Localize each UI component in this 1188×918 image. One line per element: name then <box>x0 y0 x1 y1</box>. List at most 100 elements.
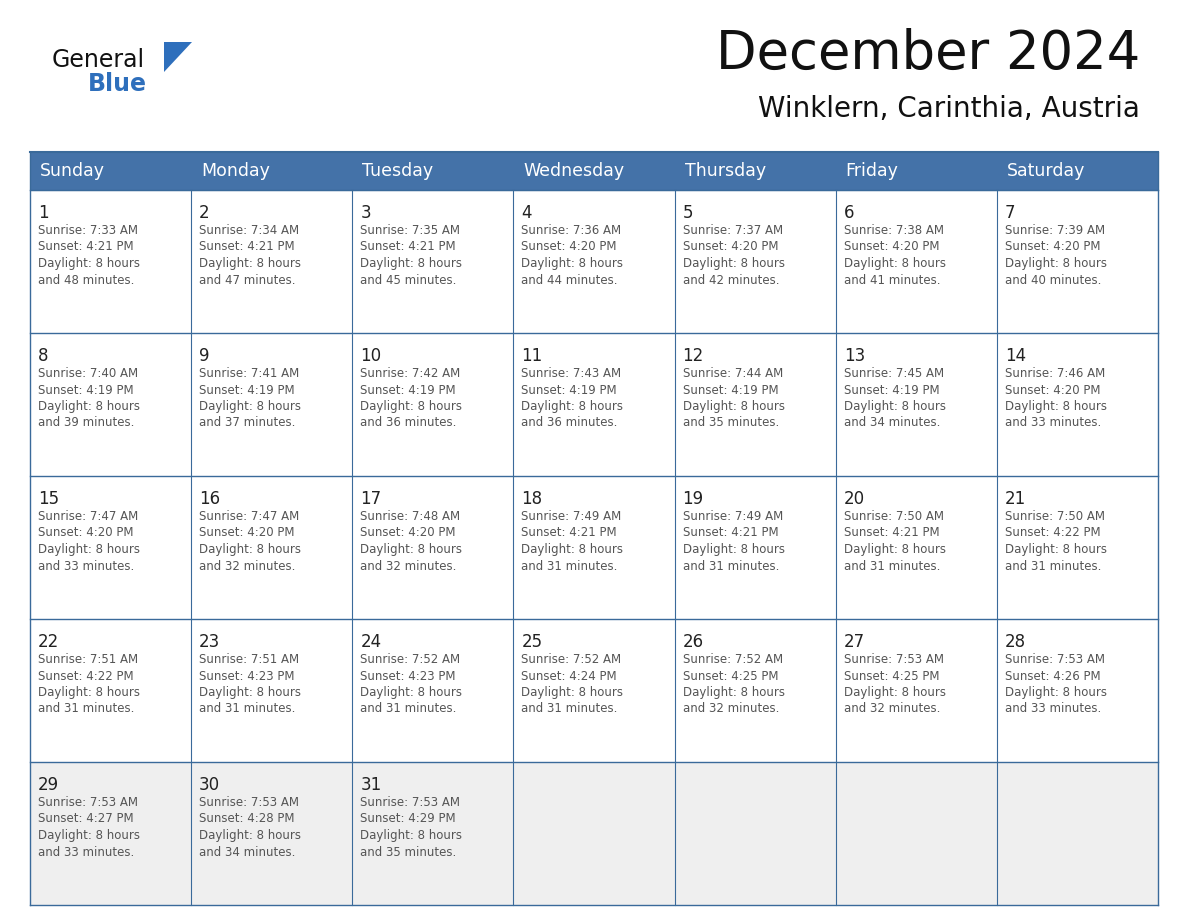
Text: 22: 22 <box>38 633 59 651</box>
Text: Wednesday: Wednesday <box>524 162 625 180</box>
Text: 13: 13 <box>843 347 865 365</box>
Text: Sunrise: 7:53 AM: Sunrise: 7:53 AM <box>38 796 138 809</box>
Text: and 42 minutes.: and 42 minutes. <box>683 274 779 286</box>
Text: Daylight: 8 hours: Daylight: 8 hours <box>843 686 946 699</box>
Text: and 32 minutes.: and 32 minutes. <box>360 559 456 573</box>
Text: Daylight: 8 hours: Daylight: 8 hours <box>360 400 462 413</box>
Text: Sunrise: 7:42 AM: Sunrise: 7:42 AM <box>360 367 461 380</box>
Text: 28: 28 <box>1005 633 1026 651</box>
Text: Sunset: 4:24 PM: Sunset: 4:24 PM <box>522 669 617 682</box>
Text: Sunrise: 7:52 AM: Sunrise: 7:52 AM <box>522 653 621 666</box>
Text: Daylight: 8 hours: Daylight: 8 hours <box>360 543 462 556</box>
Text: Daylight: 8 hours: Daylight: 8 hours <box>683 400 784 413</box>
Text: Saturday: Saturday <box>1007 162 1085 180</box>
Text: 2: 2 <box>200 204 210 222</box>
Text: Daylight: 8 hours: Daylight: 8 hours <box>683 686 784 699</box>
Text: Daylight: 8 hours: Daylight: 8 hours <box>522 543 624 556</box>
Text: Sunset: 4:22 PM: Sunset: 4:22 PM <box>1005 527 1100 540</box>
Text: Sunset: 4:20 PM: Sunset: 4:20 PM <box>843 241 940 253</box>
Text: Sunset: 4:26 PM: Sunset: 4:26 PM <box>1005 669 1100 682</box>
Text: Sunset: 4:27 PM: Sunset: 4:27 PM <box>38 812 133 825</box>
Text: Daylight: 8 hours: Daylight: 8 hours <box>360 686 462 699</box>
Text: 25: 25 <box>522 633 543 651</box>
Bar <box>30 152 1158 190</box>
Text: Sunset: 4:20 PM: Sunset: 4:20 PM <box>200 527 295 540</box>
Text: and 44 minutes.: and 44 minutes. <box>522 274 618 286</box>
Text: 10: 10 <box>360 347 381 365</box>
Text: Daylight: 8 hours: Daylight: 8 hours <box>683 543 784 556</box>
Text: Daylight: 8 hours: Daylight: 8 hours <box>843 543 946 556</box>
Text: Daylight: 8 hours: Daylight: 8 hours <box>683 257 784 270</box>
Text: and 35 minutes.: and 35 minutes. <box>360 845 456 858</box>
Text: Sunset: 4:21 PM: Sunset: 4:21 PM <box>360 241 456 253</box>
Text: Daylight: 8 hours: Daylight: 8 hours <box>1005 257 1107 270</box>
Text: December 2024: December 2024 <box>715 28 1140 80</box>
Text: Sunset: 4:25 PM: Sunset: 4:25 PM <box>683 669 778 682</box>
Text: and 31 minutes.: and 31 minutes. <box>843 559 940 573</box>
Text: Sunset: 4:19 PM: Sunset: 4:19 PM <box>360 384 456 397</box>
Text: Daylight: 8 hours: Daylight: 8 hours <box>522 257 624 270</box>
Text: and 31 minutes.: and 31 minutes. <box>200 702 296 715</box>
Text: Sunset: 4:21 PM: Sunset: 4:21 PM <box>522 527 617 540</box>
Text: Sunrise: 7:53 AM: Sunrise: 7:53 AM <box>843 653 943 666</box>
Text: Sunset: 4:19 PM: Sunset: 4:19 PM <box>522 384 617 397</box>
Text: Daylight: 8 hours: Daylight: 8 hours <box>1005 400 1107 413</box>
Text: and 41 minutes.: and 41 minutes. <box>843 274 940 286</box>
Text: 17: 17 <box>360 490 381 508</box>
Text: Monday: Monday <box>201 162 270 180</box>
Text: Sunrise: 7:40 AM: Sunrise: 7:40 AM <box>38 367 138 380</box>
Text: 18: 18 <box>522 490 543 508</box>
Text: Sunrise: 7:49 AM: Sunrise: 7:49 AM <box>522 510 621 523</box>
Text: Sunset: 4:23 PM: Sunset: 4:23 PM <box>200 669 295 682</box>
Text: and 31 minutes.: and 31 minutes. <box>522 559 618 573</box>
Text: Sunrise: 7:50 AM: Sunrise: 7:50 AM <box>1005 510 1105 523</box>
Text: Sunrise: 7:46 AM: Sunrise: 7:46 AM <box>1005 367 1105 380</box>
Text: Sunrise: 7:33 AM: Sunrise: 7:33 AM <box>38 224 138 237</box>
Text: 5: 5 <box>683 204 693 222</box>
Text: 26: 26 <box>683 633 703 651</box>
Text: 29: 29 <box>38 776 59 794</box>
Polygon shape <box>164 42 192 72</box>
Text: Winklern, Carinthia, Austria: Winklern, Carinthia, Austria <box>758 95 1140 123</box>
Bar <box>30 619 1158 762</box>
Text: and 35 minutes.: and 35 minutes. <box>683 417 779 430</box>
Text: and 48 minutes.: and 48 minutes. <box>38 274 134 286</box>
Text: Sunrise: 7:39 AM: Sunrise: 7:39 AM <box>1005 224 1105 237</box>
Text: Sunrise: 7:47 AM: Sunrise: 7:47 AM <box>38 510 138 523</box>
Text: Sunrise: 7:37 AM: Sunrise: 7:37 AM <box>683 224 783 237</box>
Text: Sunrise: 7:36 AM: Sunrise: 7:36 AM <box>522 224 621 237</box>
Text: Sunrise: 7:51 AM: Sunrise: 7:51 AM <box>200 653 299 666</box>
Text: and 33 minutes.: and 33 minutes. <box>38 845 134 858</box>
Text: Daylight: 8 hours: Daylight: 8 hours <box>360 257 462 270</box>
Text: Daylight: 8 hours: Daylight: 8 hours <box>200 543 301 556</box>
Text: Daylight: 8 hours: Daylight: 8 hours <box>200 257 301 270</box>
Text: Daylight: 8 hours: Daylight: 8 hours <box>1005 686 1107 699</box>
Text: 11: 11 <box>522 347 543 365</box>
Text: 20: 20 <box>843 490 865 508</box>
Text: Sunrise: 7:43 AM: Sunrise: 7:43 AM <box>522 367 621 380</box>
Text: Sunset: 4:21 PM: Sunset: 4:21 PM <box>200 241 295 253</box>
Text: and 33 minutes.: and 33 minutes. <box>1005 702 1101 715</box>
Text: 12: 12 <box>683 347 703 365</box>
Text: Sunset: 4:20 PM: Sunset: 4:20 PM <box>360 527 456 540</box>
Text: Daylight: 8 hours: Daylight: 8 hours <box>1005 543 1107 556</box>
Text: and 32 minutes.: and 32 minutes. <box>843 702 940 715</box>
Text: Sunrise: 7:48 AM: Sunrise: 7:48 AM <box>360 510 461 523</box>
Text: Sunrise: 7:41 AM: Sunrise: 7:41 AM <box>200 367 299 380</box>
Text: Daylight: 8 hours: Daylight: 8 hours <box>38 543 140 556</box>
Text: 24: 24 <box>360 633 381 651</box>
Text: 16: 16 <box>200 490 220 508</box>
Text: 7: 7 <box>1005 204 1016 222</box>
Text: and 33 minutes.: and 33 minutes. <box>38 559 134 573</box>
Text: 4: 4 <box>522 204 532 222</box>
Text: Daylight: 8 hours: Daylight: 8 hours <box>38 686 140 699</box>
Text: and 31 minutes.: and 31 minutes. <box>683 559 779 573</box>
Text: and 36 minutes.: and 36 minutes. <box>522 417 618 430</box>
Text: 3: 3 <box>360 204 371 222</box>
Text: Friday: Friday <box>846 162 898 180</box>
Text: 8: 8 <box>38 347 49 365</box>
Text: Sunset: 4:20 PM: Sunset: 4:20 PM <box>1005 241 1100 253</box>
Text: Thursday: Thursday <box>684 162 766 180</box>
Text: Sunrise: 7:38 AM: Sunrise: 7:38 AM <box>843 224 943 237</box>
Text: Sunrise: 7:45 AM: Sunrise: 7:45 AM <box>843 367 943 380</box>
